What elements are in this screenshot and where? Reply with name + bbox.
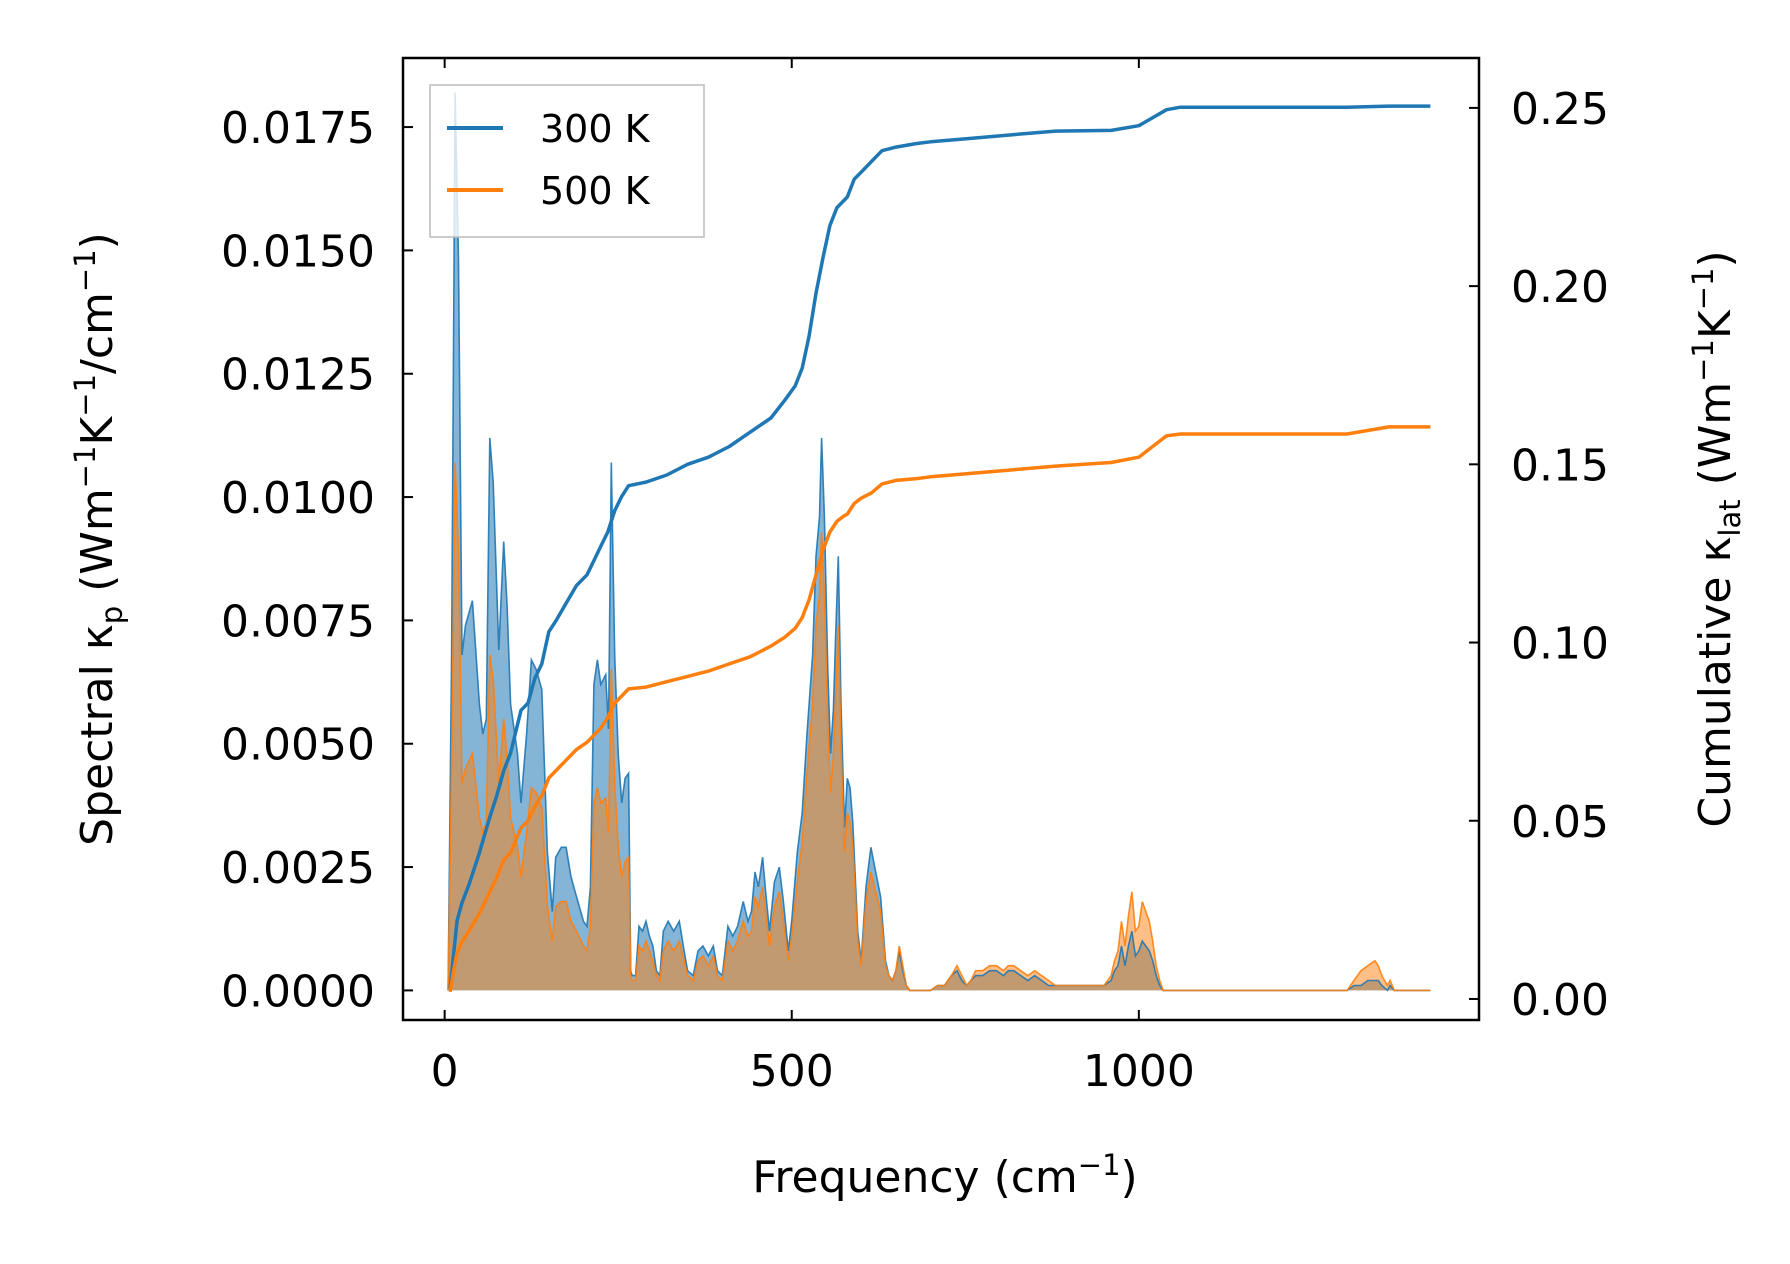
legend-label-500k: 500 K [540,169,651,213]
y-left-tick-label: 0.0025 [221,843,375,894]
plot-frame [401,56,1481,1022]
axis-ticks: 0 500 1000 0.0000 0.0025 0.0050 0.0075 0.0100 0.… [221,58,1609,1097]
x-tick-label: 0 [431,1046,459,1097]
y-axis-left-title: Spectral κp (Wm−1K−1/cm−1) [68,232,129,846]
y-left-tick-label: 0.0075 [221,596,375,647]
cumulative-line-300k [448,104,1431,989]
legend-box [429,84,705,238]
cumulative-line-500k [448,425,1431,993]
y-right-tick-label: 0.00 [1511,975,1609,1026]
cumulative-lines [448,104,1431,993]
y-left-tick-label: 0.0175 [221,103,375,154]
y-left-tick-label: 0.0050 [221,720,375,771]
x-tick-label: 1000 [1083,1046,1195,1097]
y-left-tick-label: 0.0100 [221,473,375,524]
y-right-tick-label: 0.10 [1511,619,1609,670]
legend-label-300k: 300 K [540,107,651,151]
y-right-tick-label: 0.20 [1511,262,1609,313]
y-left-tick-label: 0.0150 [221,226,375,277]
spectral-lines [447,92,1431,992]
x-tick-label: 500 [750,1046,834,1097]
y-right-tick-label: 0.05 [1511,797,1609,848]
y-right-tick-label: 0.15 [1511,440,1609,491]
y-axis-right-title: Cumulative κlat (Wm−1K−1) [1686,250,1747,827]
y-left-tick-label: 0.0000 [221,966,375,1017]
legend: 300 K 500 K [429,84,705,238]
y-left-tick-label: 0.0125 [221,350,375,401]
y-right-tick-label: 0.25 [1511,84,1609,135]
spectral-band-500k [448,462,1431,991]
x-axis-title: Frequency (cm−1) [752,1148,1137,1203]
spectral-line-500k [447,462,1431,992]
